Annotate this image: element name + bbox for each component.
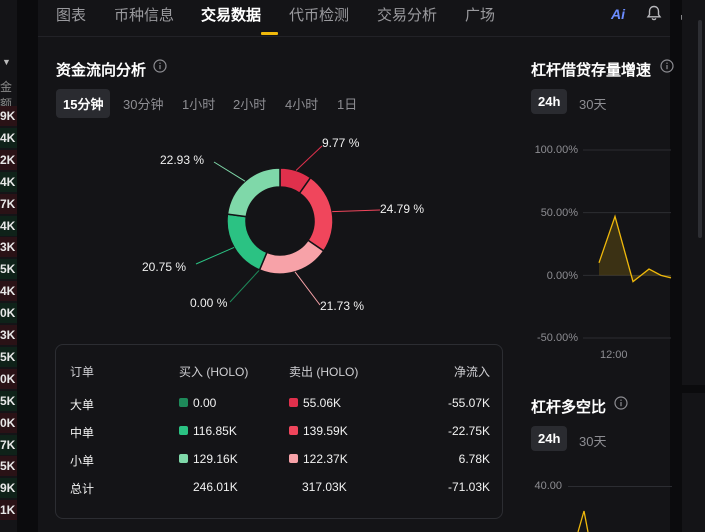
table-header-order: 订单 [70, 365, 95, 379]
tab-square[interactable]: 广场 [465, 7, 496, 24]
row-sell: 122.37K [289, 452, 348, 466]
y-tick-label: 50.00% [540, 207, 578, 219]
y-tick-label: -50.00% [537, 332, 578, 344]
series-area [599, 216, 671, 282]
row-net: -55.07K [447, 396, 490, 410]
row-sell: 139.59K [289, 424, 348, 438]
gridline [568, 486, 672, 487]
tab-coin-info[interactable]: 币种信息 [114, 7, 175, 24]
row-net: -22.75K [447, 424, 490, 438]
caret-down-icon[interactable]: ▼ [2, 57, 11, 67]
y-tick-label: 100.00% [534, 144, 578, 156]
donut-label-small-sell: 21.73 % [320, 299, 365, 313]
row-net: 6.78K [458, 452, 490, 466]
donut-leader-line [294, 271, 321, 306]
row-buy: 116.85K [179, 424, 237, 438]
donut-label-large-buy: 0.00 % [190, 296, 228, 310]
donut-leader-line [213, 161, 246, 182]
period-1d[interactable]: 1日 [337, 97, 358, 112]
period-30m[interactable]: 30分钟 [123, 97, 164, 112]
donut-slice[interactable] [258, 239, 325, 275]
info-icon[interactable] [614, 396, 628, 410]
donut-leader-line [295, 145, 323, 171]
left-column-value: 4K [0, 171, 17, 192]
series-line [598, 214, 672, 283]
left-column-value: 9K [0, 106, 17, 126]
left-column-value: 4K [0, 281, 17, 302]
leverage-growth-title: 杠杆借贷存量增速 [531, 62, 652, 79]
fund-flow-table [55, 344, 503, 519]
table-header-buy: 买入 (HOLO) [179, 365, 249, 379]
donut-label-medium-buy: 20.75 % [142, 260, 187, 274]
long-short-line [577, 510, 589, 532]
row-sell: 55.06K [289, 396, 341, 410]
row-label: 大单 [70, 398, 95, 412]
left-column-value: 0K [0, 368, 17, 389]
left-column-value: 5K [0, 259, 17, 280]
row-sell: 317.03K [302, 480, 347, 494]
row-buy: 246.01K [193, 480, 238, 494]
left-column-value: 1K [0, 500, 17, 521]
left-column-value: 7K [0, 193, 17, 214]
donut-leader-line [332, 209, 381, 213]
left-column-value: 4K [0, 127, 17, 148]
period-24h[interactable]: 24h [531, 426, 568, 451]
period-30d[interactable]: 30天 [579, 97, 607, 112]
row-label: 小单 [70, 454, 95, 468]
donut-slice[interactable] [226, 213, 268, 271]
left-column-value: 5K [0, 456, 17, 477]
leverage-growth-chart [583, 149, 672, 339]
donut-slice[interactable] [298, 176, 334, 253]
bell-icon[interactable] [645, 4, 663, 22]
period-30d[interactable]: 30天 [579, 434, 607, 449]
left-column-value: 3K [0, 325, 17, 345]
left-column-value: 2K [0, 149, 17, 170]
info-icon[interactable] [153, 59, 167, 73]
row-label: 中单 [70, 426, 95, 440]
active-tab-indicator [261, 32, 278, 35]
row-net: -71.03K [447, 480, 490, 494]
fund-flow-title: 资金流向分析 [56, 62, 147, 79]
tab-trade-data[interactable]: 交易数据 [201, 7, 262, 24]
right-column [682, 0, 705, 532]
table-header-net: 净流入 [453, 365, 490, 379]
left-column-value: 0K [0, 412, 17, 433]
tab-token-check[interactable]: 代币检测 [289, 7, 350, 24]
period-24h[interactable]: 24h [531, 89, 568, 114]
top-tab-bar: 图表 币种信息 交易数据 代币检测 交易分析 广场 Ai [38, 0, 695, 36]
long-short-title: 杠杆多空比 [531, 399, 607, 416]
period-1h[interactable]: 1小时 [182, 97, 216, 112]
left-column-value: 9K [0, 478, 17, 499]
y-tick-label: 0.00% [546, 270, 578, 282]
left-column-value: 7K [0, 434, 17, 455]
x-tick-label: 12:00 [600, 349, 628, 361]
table-header-sell: 卖出 (HOLO) [289, 365, 359, 379]
ai-icon[interactable]: Ai [611, 6, 625, 22]
row-buy: 129.16K [179, 452, 238, 466]
period-15m[interactable]: 15分钟 [56, 89, 111, 118]
period-2h[interactable]: 2小时 [233, 97, 267, 112]
left-column-value: 3K [0, 237, 17, 258]
donut-label-large-sell: 9.77 % [322, 136, 360, 150]
donut-label-small-buy: 22.93 % [160, 153, 205, 167]
row-label: 总计 [70, 482, 95, 496]
left-column-value: 5K [0, 346, 17, 367]
donut-slice[interactable] [226, 167, 281, 218]
y-tick-label: 40.00 [534, 480, 562, 492]
scrollbar[interactable] [698, 20, 702, 238]
row-buy: 0.00 [179, 396, 216, 410]
tab-chart[interactable]: 图表 [56, 7, 87, 24]
tab-trade-analysis[interactable]: 交易分析 [377, 7, 438, 24]
donut-leader-line [195, 246, 235, 265]
left-column: ▼ 金额 9K 4K 2K 4K 7K 4K 3K 5K 4K 0K 3K 5K 0K 5K 0K 7K 5K 9… [0, 0, 17, 532]
period-4h[interactable]: 4小时 [285, 97, 319, 112]
left-column-value: 0K [0, 303, 17, 324]
info-icon[interactable] [660, 59, 674, 73]
donut-leader-line [229, 269, 260, 303]
left-column-value: 4K [0, 215, 17, 236]
left-column-value: 5K [0, 390, 17, 411]
donut-label-medium-sell: 24.79 % [380, 202, 425, 216]
